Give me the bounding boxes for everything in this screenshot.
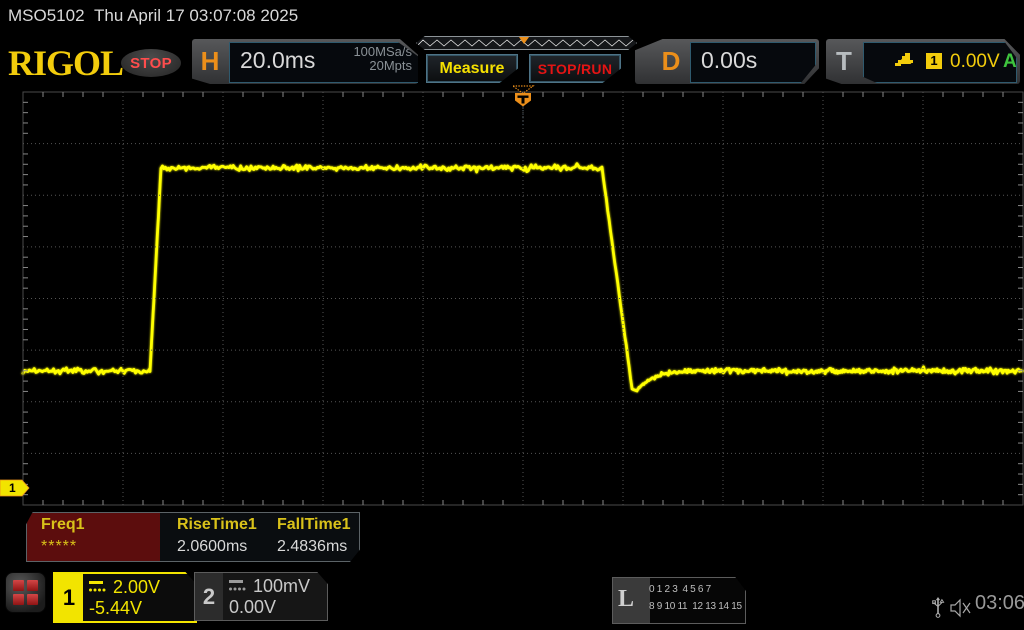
svg-text:1: 1: [9, 481, 16, 495]
